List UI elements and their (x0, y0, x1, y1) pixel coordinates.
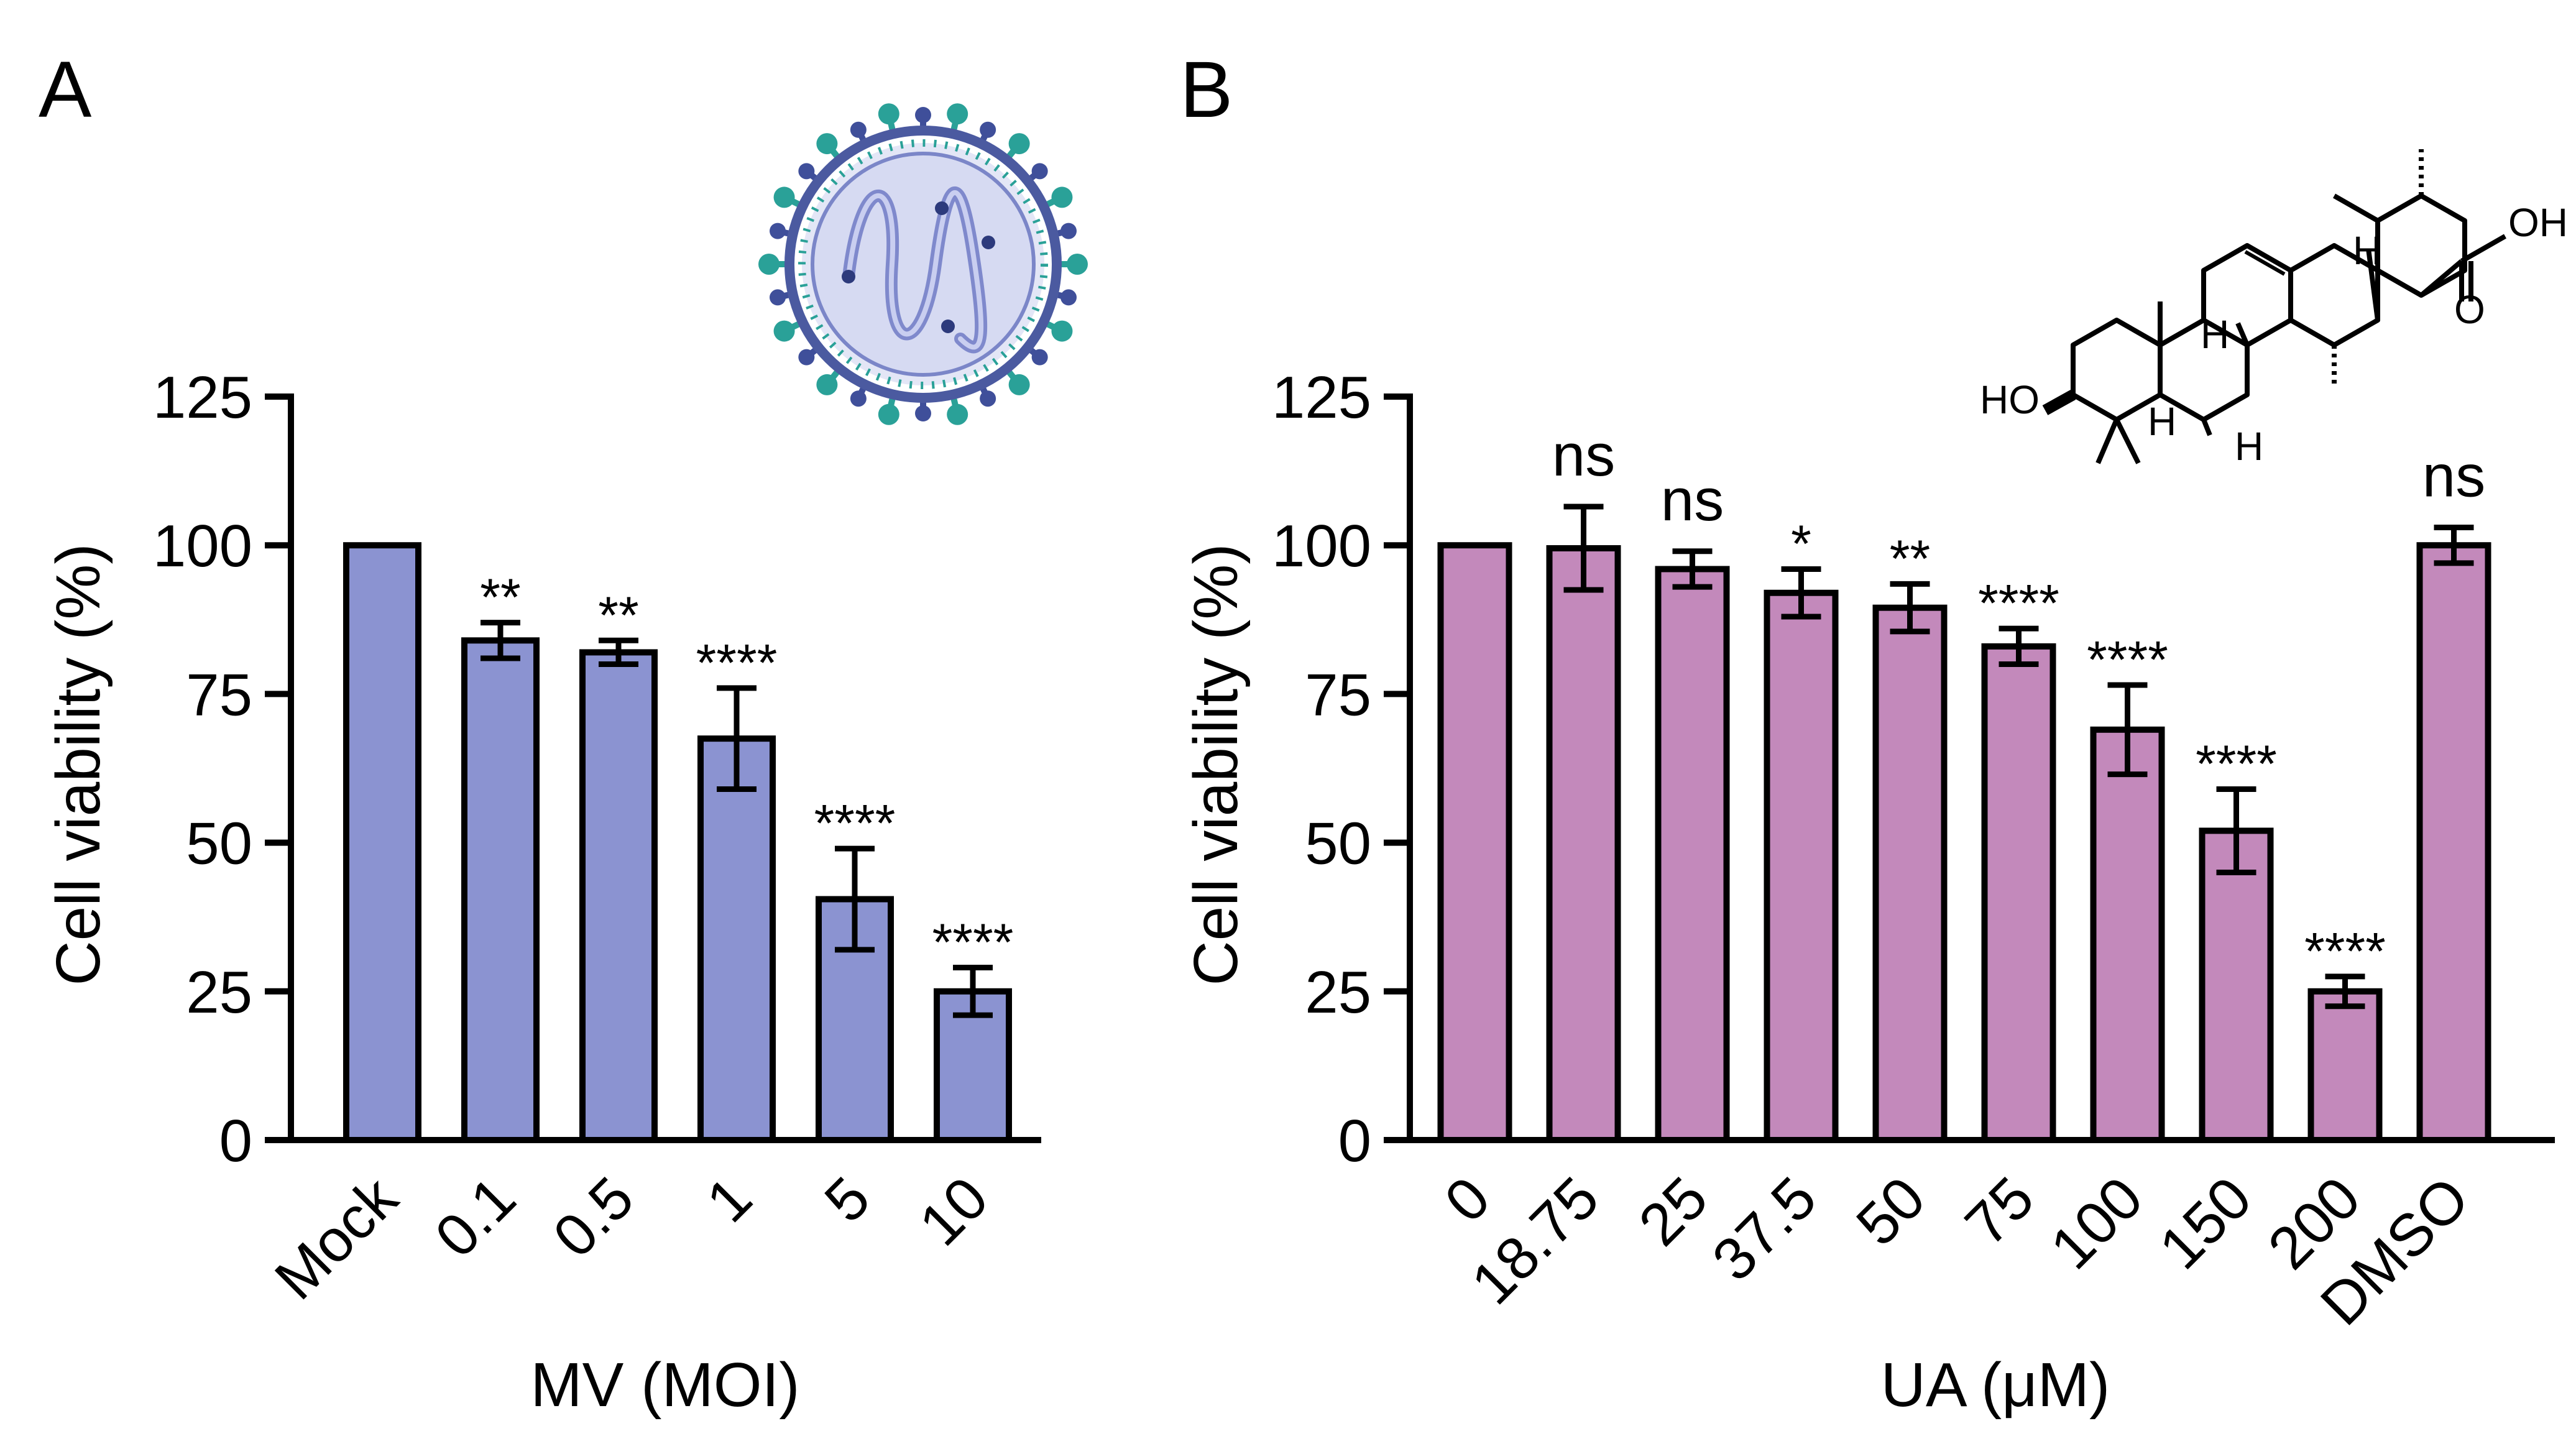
bar-b-7 (2199, 827, 2274, 1143)
error-bar-a-3 (717, 685, 757, 792)
bar-a-2 (579, 649, 658, 1143)
y-tick-label-a-5: 125 (153, 364, 252, 431)
virus-particle-icon (758, 103, 1088, 425)
bars-a (343, 542, 1012, 1144)
y-tick-label-b-3: 75 (1305, 661, 1371, 728)
bar-b-3 (1764, 589, 1839, 1143)
x-tick-label-a-0: Mock (262, 1164, 411, 1312)
x-tick-label-b-6: 100 (2038, 1164, 2155, 1282)
y-tick-label-b-5: 125 (1272, 364, 1371, 431)
y-axis-b-title: Cell viability (%) (1181, 543, 1251, 985)
bar-a-0 (343, 542, 421, 1143)
bar-a-3 (697, 735, 776, 1144)
significance-label-b-1: ns (1552, 422, 1615, 489)
significance-label-a-5: **** (932, 913, 1014, 972)
structure-label-o: O (2454, 287, 2485, 332)
error-bars-b (1563, 504, 2474, 1010)
structure-label-h4: H (2235, 424, 2263, 469)
y-tick-label-b-0: 0 (1338, 1108, 1371, 1174)
error-bars-a (481, 620, 993, 1018)
significance-a: ** ************** (480, 568, 1013, 972)
x-tick-label-b-1: 18.75 (1459, 1164, 1612, 1317)
significance-label-b-4: ** (1890, 529, 1930, 587)
x-tick-label-b-4: 50 (1844, 1164, 1938, 1258)
significance-label-b-6: **** (2087, 630, 2168, 689)
bar-b-2 (1655, 566, 1730, 1143)
significance-label-a-2: ** (598, 586, 638, 644)
error-bar-b-2 (1672, 548, 1713, 590)
bars-b (1437, 542, 2491, 1144)
error-bar-b-6 (2107, 682, 2148, 778)
bar-b-1 (1546, 545, 1621, 1143)
error-bar-b-1 (1563, 504, 1604, 593)
significance-label-b-8: **** (2304, 922, 2386, 980)
significance-label-b-3: * (1791, 514, 1811, 573)
significance-label-a-4: **** (814, 794, 896, 852)
error-bar-b-5 (1999, 625, 2039, 668)
significance-label-b-5: **** (1978, 574, 2059, 632)
x-tick-label-b-5: 75 (1953, 1164, 2046, 1258)
structure-label-h2: H (2201, 312, 2229, 357)
y-tick-label-a-4: 100 (153, 513, 252, 579)
bar-b-8 (2307, 988, 2383, 1144)
x-tick-label-a-2: 0.5 (541, 1164, 646, 1270)
x-tick-label-a-4: 5 (812, 1164, 882, 1235)
panel-a-letter: A (39, 45, 92, 134)
error-bar-b-7 (2216, 786, 2256, 875)
y-tick-label-a-0: 0 (219, 1108, 252, 1174)
x-tick-label-b-3: 37.5 (1700, 1164, 1829, 1294)
x-axis-a-title: MV (MOI) (530, 1350, 799, 1420)
y-tick-label-a-2: 50 (186, 811, 252, 877)
significance-label-b-2: ns (1661, 467, 1724, 533)
x-tick-label-b-0: 0 (1432, 1164, 1502, 1235)
error-bar-a-5 (953, 965, 993, 1018)
error-bar-a-2 (599, 637, 638, 668)
y-tick-label-b-4: 100 (1272, 513, 1371, 579)
y-axis-a-title: Cell viability (%) (44, 543, 113, 985)
error-bar-a-1 (481, 620, 520, 661)
bar-b-4 (1872, 604, 1948, 1143)
y-tick-label-a-3: 75 (186, 661, 252, 728)
x-tick-label-a-5: 10 (907, 1164, 1001, 1258)
y-tick-label-b-1: 25 (1305, 959, 1371, 1026)
y-axis-a-ticks: 0 25 50 75 100 125 (153, 364, 291, 1174)
error-bar-b-8 (2325, 973, 2365, 1010)
structure-label-h1: H (2353, 228, 2381, 273)
structure-label-oh: OH (2508, 200, 2568, 245)
structure-labels: OH O HO H H H H (1980, 200, 2568, 469)
error-bar-b-3 (1781, 566, 1821, 620)
significance-label-b-9: ns (2422, 443, 2485, 509)
y-tick-label-a-1: 25 (186, 959, 252, 1026)
y-tick-label-b-2: 50 (1305, 811, 1371, 877)
significance-label-a-1: ** (480, 568, 520, 627)
panel-b-letter: B (1180, 45, 1233, 134)
error-bar-a-4 (835, 845, 875, 953)
significance-label-b-7: **** (2196, 734, 2277, 793)
significance-label-a-3: **** (696, 633, 778, 692)
structure-label-h3: H (2148, 399, 2176, 444)
error-bar-b-4 (1890, 581, 1930, 635)
x-tick-label-a-3: 1 (694, 1164, 764, 1235)
x-tick-label-b-7: 150 (2146, 1164, 2264, 1282)
structure-label-ho: HO (1980, 377, 2040, 422)
bar-b-6 (2090, 726, 2165, 1143)
y-axis-b-ticks: 0 25 50 75 100 125 (1272, 364, 1410, 1174)
bar-b-9 (2416, 542, 2491, 1143)
bar-a-1 (461, 637, 540, 1143)
bar-b-0 (1437, 542, 1512, 1143)
x-axis-b-title: UA (μM) (1881, 1350, 2110, 1420)
x-axis-a-labels: Mock 0.1 0.5 1 5 10 (262, 1164, 1001, 1312)
error-bar-b-9 (2434, 524, 2474, 566)
bar-b-5 (1981, 643, 2056, 1143)
ursolic-acid-structure-icon (2042, 149, 2506, 464)
x-tick-label-a-1: 0.1 (423, 1164, 528, 1270)
